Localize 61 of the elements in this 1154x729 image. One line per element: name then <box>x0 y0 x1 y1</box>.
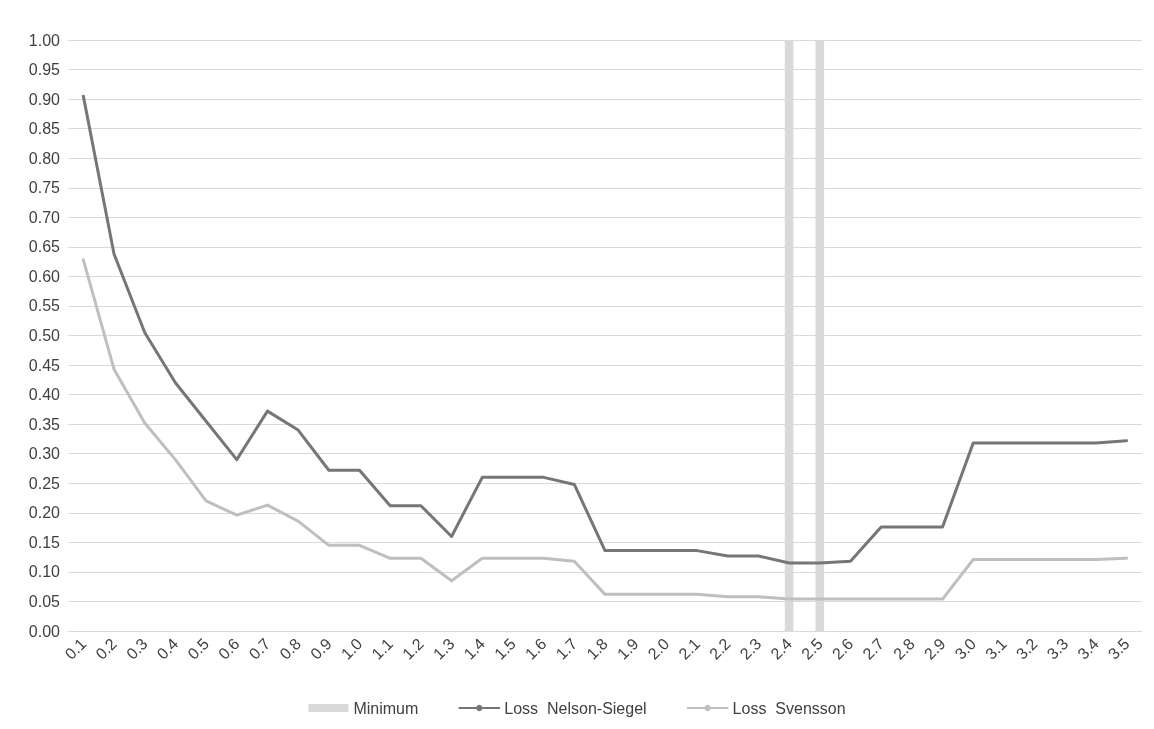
line-series <box>81 258 1129 601</box>
y-tick-label: 0.95 <box>28 61 61 79</box>
legend-label: Loss Nelson-Siegel <box>504 699 647 717</box>
y-tick-label: 0.05 <box>28 592 61 610</box>
y-tick-label: 0.35 <box>28 415 61 433</box>
y-tick-label: 0.30 <box>28 445 61 463</box>
x-tick-label: 1.2 <box>399 634 427 663</box>
x-tick-label: 1.3 <box>429 634 458 663</box>
legend-label: Minimum <box>353 699 419 717</box>
x-tick-label: 3.2 <box>1012 634 1041 663</box>
y-tick-label: 0.45 <box>28 356 61 374</box>
y-tick-label: 0.90 <box>28 90 61 108</box>
y-tick-label: 0.25 <box>28 474 61 492</box>
y-tick-label: 0.65 <box>28 238 61 256</box>
x-tick-label: 3.4 <box>1074 634 1103 663</box>
x-tick-label: 2.9 <box>920 634 949 663</box>
x-tick-label: 3.5 <box>1104 634 1133 663</box>
x-tick-label: 1.4 <box>460 634 489 663</box>
x-tick-label: 2.4 <box>767 634 796 663</box>
y-tick-label: 0.85 <box>28 120 61 138</box>
y-tick-label: 0.60 <box>28 267 61 285</box>
y-tick-label: 0.40 <box>28 386 61 404</box>
x-tick-label: 1.8 <box>583 634 612 663</box>
x-tick-label: 2.5 <box>798 634 826 663</box>
x-tick-label: 2.0 <box>644 634 673 663</box>
x-tick-label: 2.7 <box>859 634 888 663</box>
x-tick-label: 0.1 <box>61 634 90 663</box>
y-tick-label: 0.15 <box>28 533 61 551</box>
x-tick-label: 2.3 <box>736 634 765 663</box>
y-tick-label: 1.00 <box>28 31 61 49</box>
x-tick-label: 0.2 <box>92 634 121 663</box>
x-tick-label: 0.5 <box>184 634 213 663</box>
x-tick-label: 1.1 <box>368 634 397 663</box>
y-tick-label: 0.70 <box>28 208 61 226</box>
x-tick-label: 3.1 <box>982 634 1010 663</box>
x-tick-label: 2.1 <box>675 634 704 663</box>
x-tick-label: 1.0 <box>337 634 366 663</box>
y-tick-label: 0.20 <box>28 504 61 522</box>
x-tick-label: 0.6 <box>215 634 243 663</box>
x-tick-label: 1.6 <box>521 634 550 663</box>
x-tick-label: 3.0 <box>951 634 980 663</box>
x-tick-label: 0.8 <box>276 634 305 663</box>
y-tick-label: 0.75 <box>28 179 61 197</box>
legend-label: Loss Svensson <box>732 699 846 717</box>
y-tick-label: 0.80 <box>28 149 61 167</box>
x-tick-label: 1.9 <box>613 634 642 663</box>
x-tick-label: 0.7 <box>245 634 274 663</box>
x-tick-label: 3.3 <box>1043 634 1072 663</box>
y-tick-label: 0.55 <box>28 297 61 315</box>
line-series <box>81 94 1129 565</box>
x-tick-label: 2.6 <box>828 634 857 663</box>
x-tick-label: 1.7 <box>552 634 581 663</box>
y-tick-label: 0.00 <box>28 622 61 640</box>
x-tick-label: 0.4 <box>153 634 182 663</box>
x-tick-label: 0.9 <box>307 634 335 663</box>
y-tick-label: 0.50 <box>28 327 61 344</box>
x-tick-label: 2.2 <box>706 634 734 663</box>
x-tick-label: 0.3 <box>122 634 151 663</box>
y-tick-label: 0.10 <box>28 563 61 581</box>
x-tick-label: 1.5 <box>491 634 520 663</box>
x-tick-label: 2.8 <box>890 634 918 663</box>
